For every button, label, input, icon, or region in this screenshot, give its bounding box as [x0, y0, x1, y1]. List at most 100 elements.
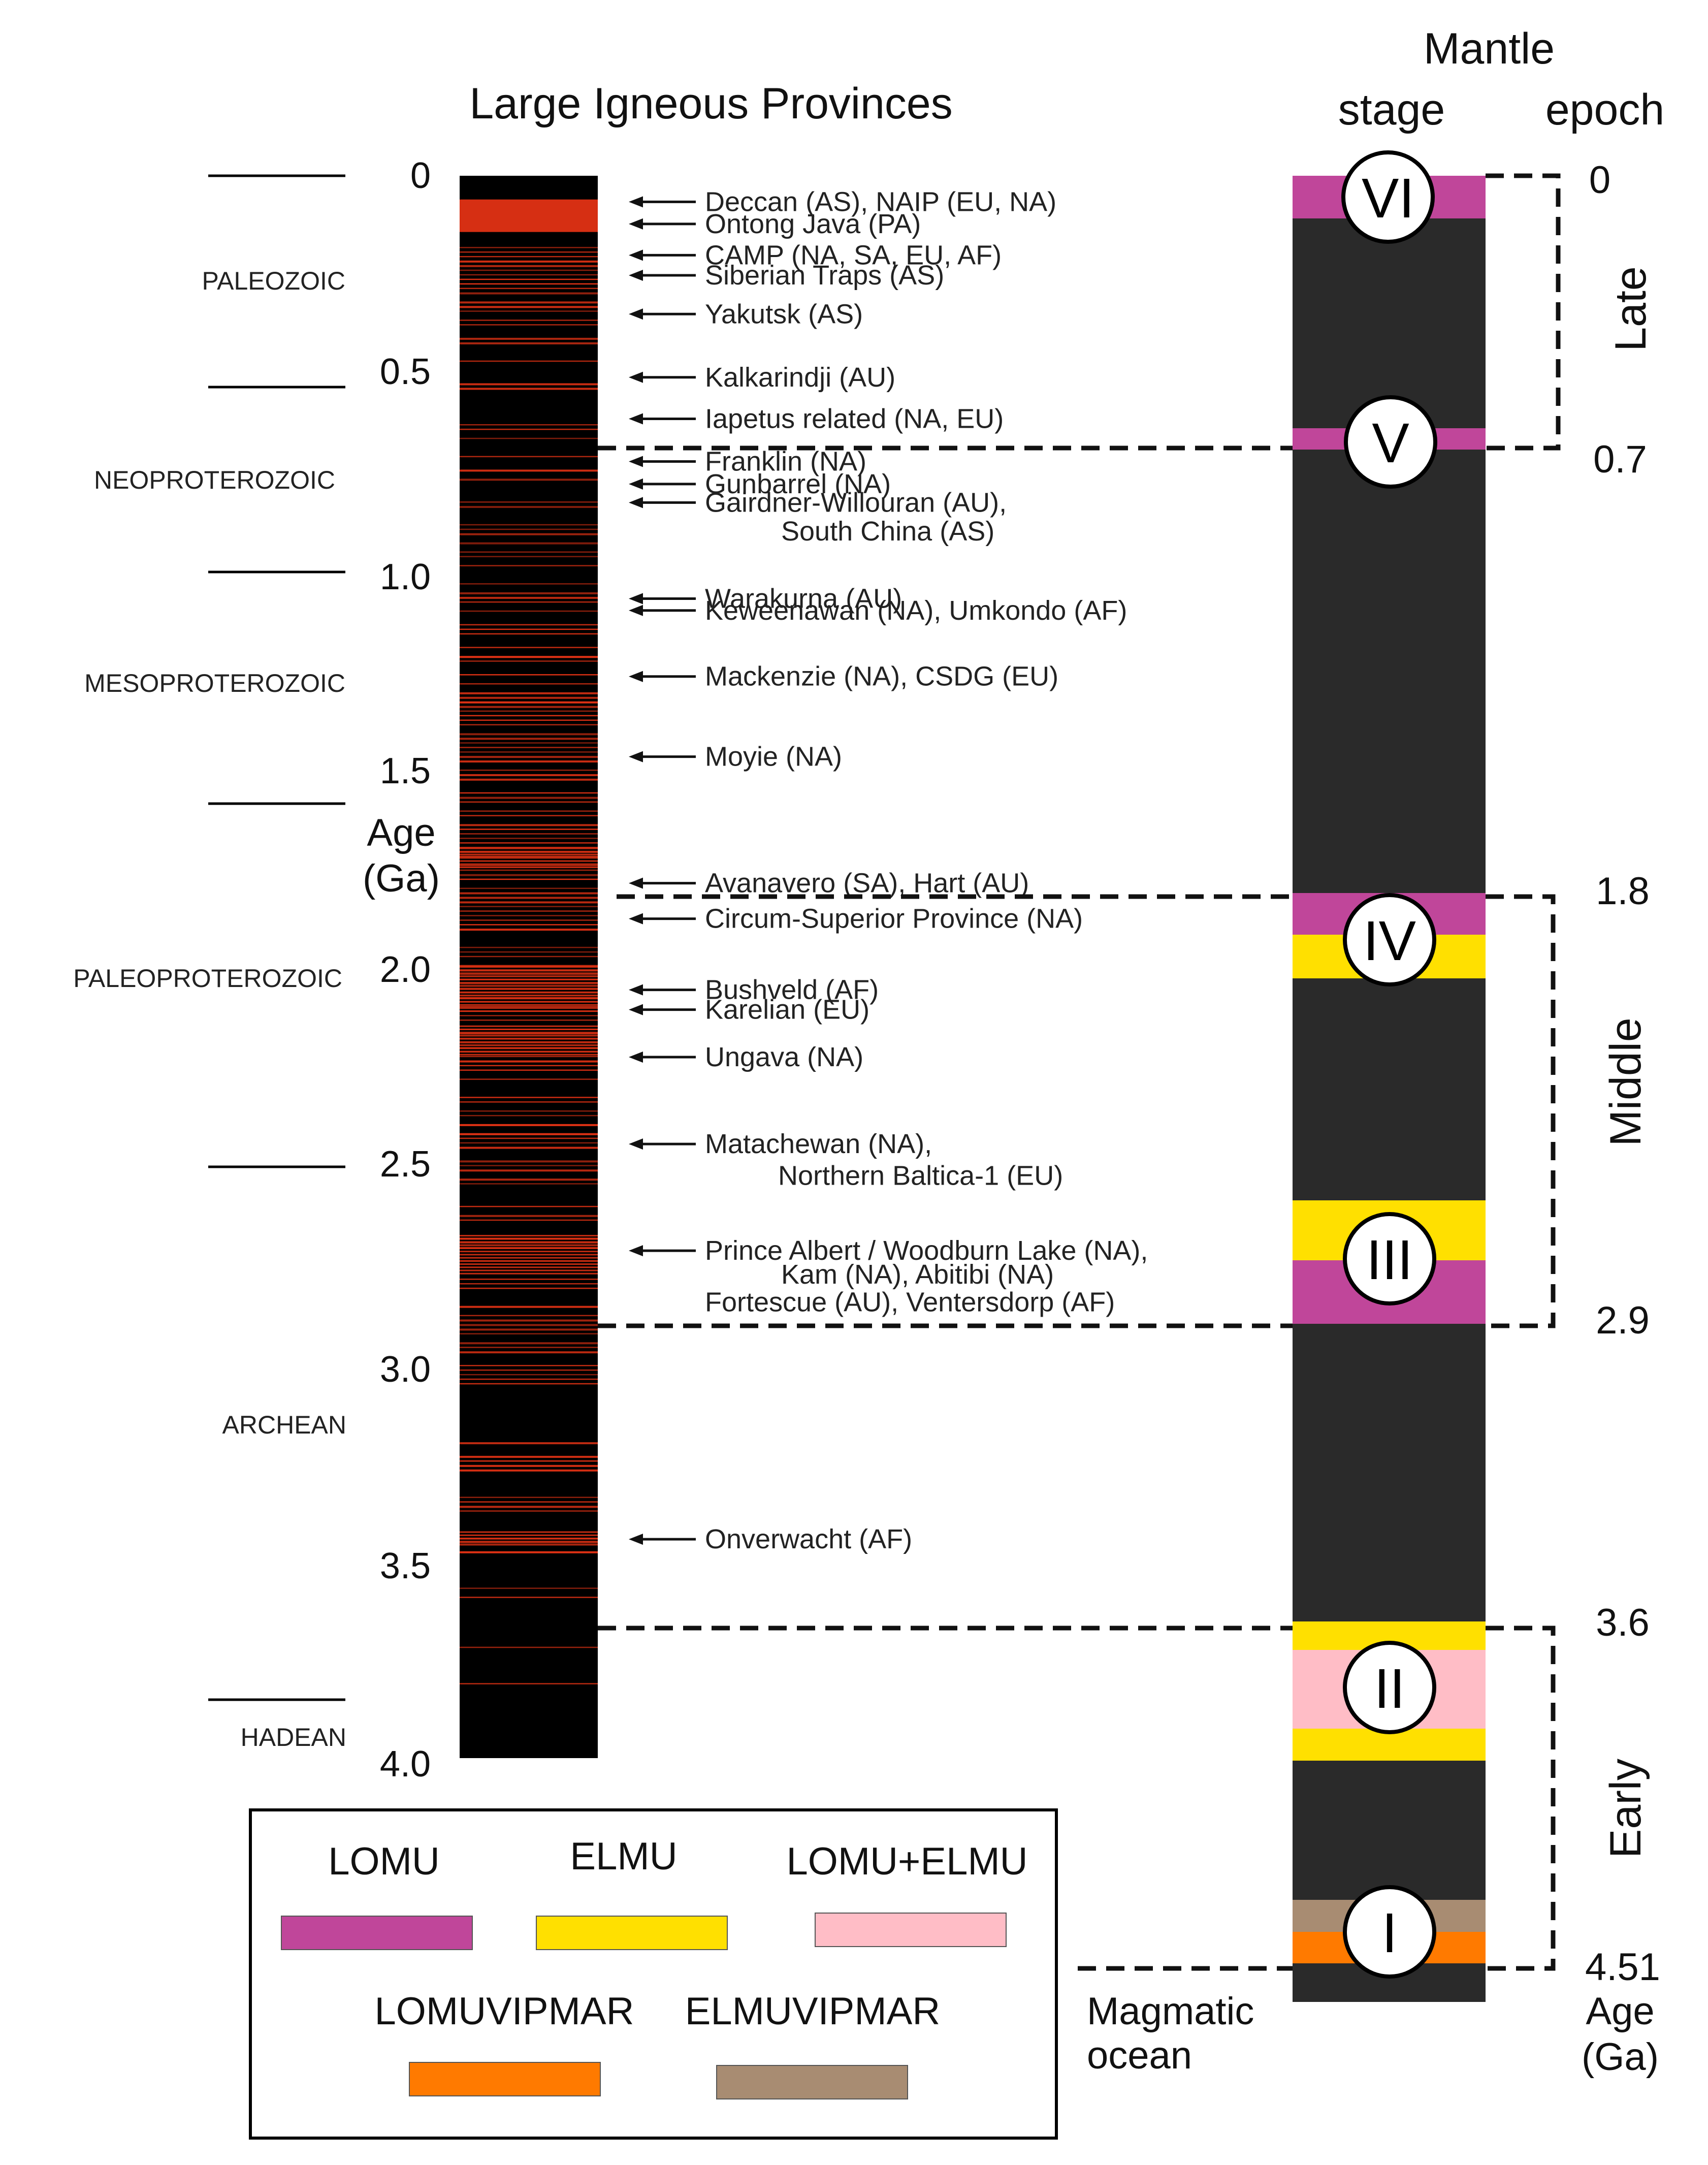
magmatic-ocean-label: Magmatic — [1087, 1990, 1254, 2033]
lip-label: Iapetus related (NA, EU) — [705, 403, 1004, 434]
lip-line — [460, 301, 598, 304]
lip-line — [460, 1060, 598, 1063]
lip-line — [460, 1137, 598, 1139]
lip-label: Karelian (EU) — [705, 995, 869, 1025]
lip-line — [460, 528, 598, 530]
lip-arrowhead — [629, 751, 643, 762]
lip-line — [460, 866, 598, 868]
lip-label: Kam (NA), Abitibi (NA) — [781, 1259, 1054, 1290]
lip-line — [460, 857, 598, 859]
lip-line — [460, 1469, 598, 1472]
bracket-early — [1486, 1626, 1556, 1971]
lip-line — [460, 274, 598, 276]
lip-line — [460, 838, 598, 839]
lip-line — [460, 1165, 598, 1166]
lip-line — [460, 1460, 598, 1462]
bracket-middle — [1486, 894, 1556, 1328]
lip-line — [460, 706, 598, 708]
age-tick: 4.0 — [380, 1744, 431, 1785]
lip-line — [460, 479, 598, 481]
lip-line — [460, 260, 598, 263]
lip-line — [460, 1342, 598, 1345]
lip-line — [460, 624, 598, 626]
lip-line — [460, 901, 598, 904]
lip-line — [460, 1006, 598, 1007]
lip-label: Fortescue (AU), Ventersdorp (AF) — [705, 1287, 1115, 1317]
lip-line — [460, 829, 598, 830]
lip-line — [460, 1133, 598, 1135]
stage-circle — [1343, 1212, 1436, 1306]
lip-line — [460, 906, 598, 907]
lip-line — [460, 965, 598, 967]
lip-line — [460, 337, 598, 340]
lip-line — [460, 278, 598, 280]
epoch-age: 0 — [1589, 158, 1610, 202]
lip-arrowhead — [629, 218, 643, 230]
lip-title: Large Igneous Provinces — [469, 79, 952, 128]
stage-numeral: III — [1366, 1229, 1413, 1291]
lip-label: CAMP (NA, SA, EU, AF) — [705, 240, 1002, 270]
lip-line — [460, 975, 598, 977]
lip-line — [460, 1260, 598, 1262]
era-label: PALEOZOIC — [202, 267, 345, 295]
lip-line — [460, 1241, 598, 1243]
left-axis-label: Age — [367, 811, 435, 854]
left-axis-label: (Ga) — [363, 857, 440, 900]
lip-label: Moyie (NA) — [705, 742, 842, 772]
lip-line — [460, 428, 598, 430]
lip-line — [460, 1110, 598, 1112]
era-label: HADEAN — [241, 1723, 346, 1752]
legend-swatch — [409, 2062, 601, 2096]
lip-line — [460, 596, 598, 599]
lip-label: Ungava (NA) — [705, 1042, 863, 1072]
lip-line — [460, 738, 598, 740]
age-tick: 3.0 — [380, 1349, 431, 1390]
lip-lines — [460, 199, 598, 1684]
lip-arrowhead — [629, 1004, 643, 1015]
lip-line — [460, 592, 598, 595]
lip-line — [460, 701, 598, 704]
lip-line — [460, 1124, 598, 1126]
lip-line — [460, 1257, 598, 1259]
lip-line — [460, 887, 598, 889]
lip-line — [460, 1328, 598, 1331]
lip-arrowhead — [629, 371, 643, 383]
lip-line — [460, 1263, 598, 1265]
lip-line — [460, 985, 598, 987]
lip-label: Kalkarindji (AU) — [705, 362, 895, 393]
lip-line — [460, 1497, 598, 1498]
lip-line — [460, 1238, 598, 1240]
lip-line — [460, 982, 598, 984]
legend-label: ELMU — [570, 1835, 677, 1878]
lip-line — [460, 456, 598, 458]
lip-arrowhead — [629, 456, 643, 467]
lip-line — [460, 288, 598, 290]
age-tick: 2.5 — [380, 1144, 431, 1185]
lip-label: Yakutsk (AS) — [705, 299, 863, 329]
lip-line — [460, 265, 598, 267]
lip-line — [460, 292, 598, 295]
lip-line — [460, 815, 598, 816]
legend-label: LOMU — [328, 1840, 440, 1883]
lip-line — [460, 1219, 598, 1221]
lip-line — [460, 1078, 598, 1080]
lip-line — [460, 324, 598, 326]
age-tick: 1.0 — [380, 557, 431, 597]
lip-line — [460, 1044, 598, 1046]
lip-line — [460, 1374, 598, 1376]
lip-line — [460, 1541, 598, 1543]
lip-line — [460, 991, 598, 993]
lip-line — [460, 878, 598, 880]
lip-line — [460, 1001, 598, 1003]
lip-line — [460, 854, 598, 856]
lip-line — [460, 897, 598, 899]
legend: LOMU ELMU LOMU+ELMU LOMUVIPMAR ELMUVIPMA… — [249, 1808, 1058, 2140]
lip-line — [460, 824, 598, 826]
lip-line — [460, 1042, 598, 1044]
lip-line — [460, 801, 598, 803]
lip-line — [460, 969, 598, 971]
lip-line — [460, 1251, 598, 1253]
stage-numeral: I — [1382, 1902, 1398, 1964]
lip-line — [460, 1065, 598, 1066]
